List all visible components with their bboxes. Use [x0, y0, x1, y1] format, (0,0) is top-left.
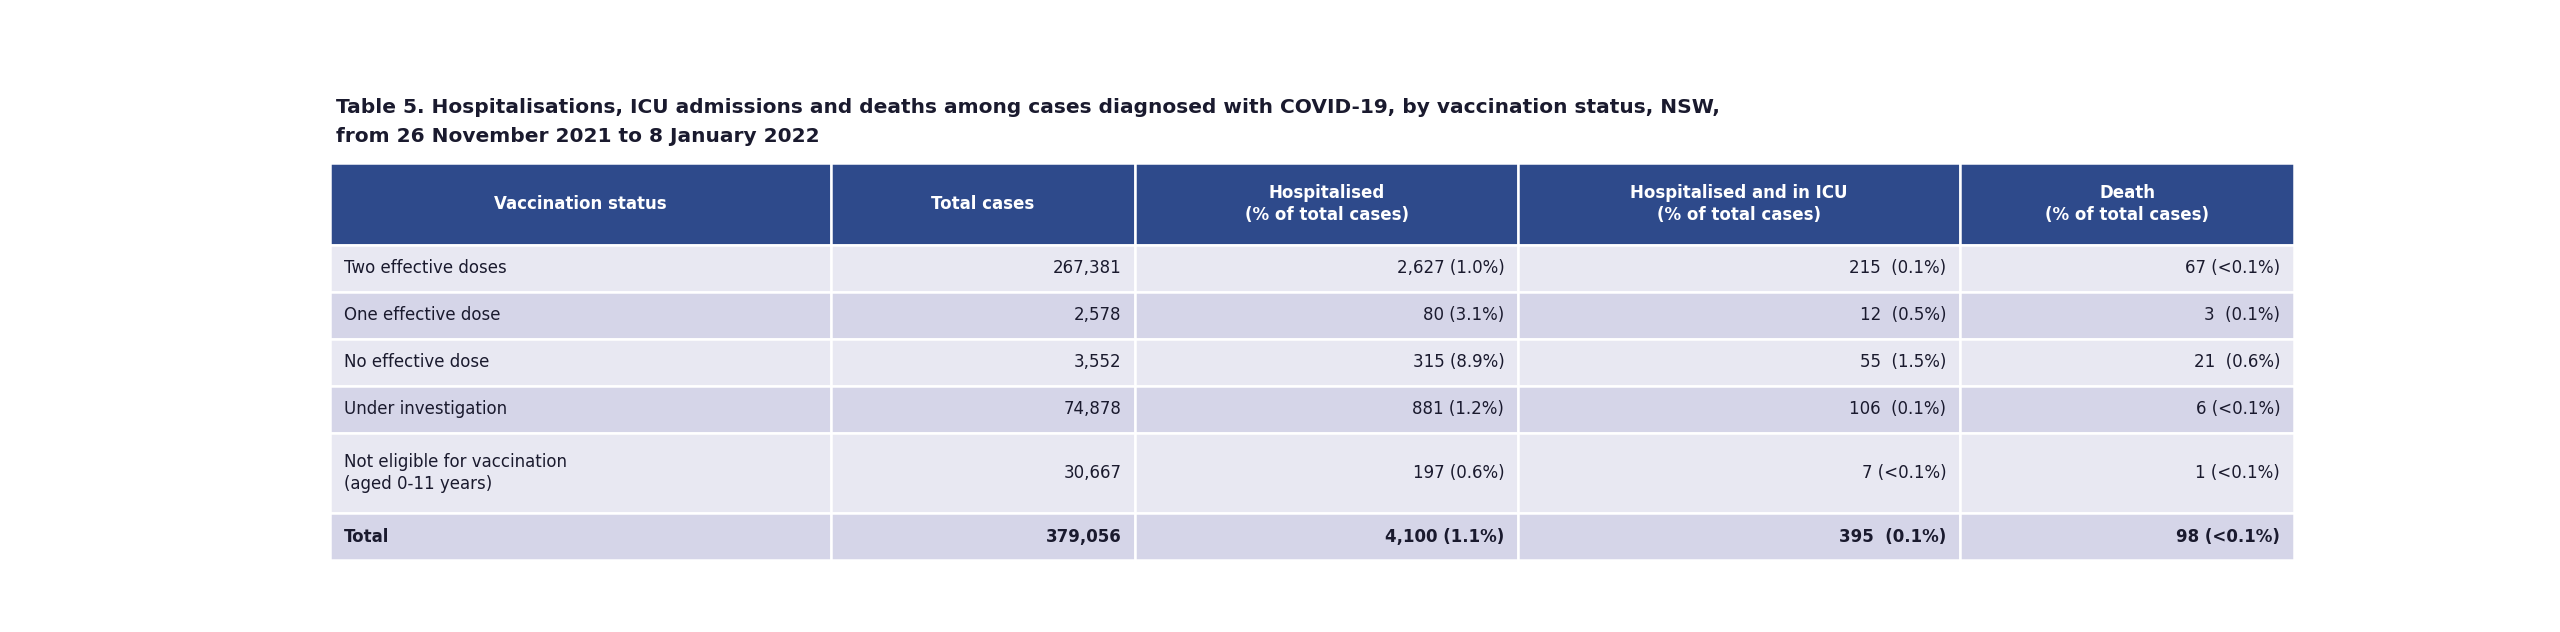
Bar: [330, 386, 832, 433]
Text: 21  (0.6%): 21 (0.6%): [2194, 353, 2281, 372]
Bar: [832, 245, 1134, 292]
Text: 106  (0.1%): 106 (0.1%): [1848, 401, 1946, 418]
Bar: [330, 164, 832, 245]
Text: 30,667: 30,667: [1062, 464, 1121, 482]
Bar: [1961, 433, 2294, 513]
Bar: [1518, 339, 1961, 386]
Bar: [1518, 433, 1961, 513]
Text: 80 (3.1%): 80 (3.1%): [1423, 307, 1505, 324]
Bar: [1134, 245, 1518, 292]
Bar: [330, 339, 832, 386]
Bar: [1518, 513, 1961, 560]
Text: Vaccination status: Vaccination status: [494, 195, 666, 213]
Bar: [1134, 339, 1518, 386]
Bar: [1961, 513, 2294, 560]
Text: Two effective doses: Two effective doses: [343, 259, 507, 277]
Text: 2,627 (1.0%): 2,627 (1.0%): [1398, 259, 1505, 277]
Text: Total: Total: [343, 528, 389, 545]
Bar: [832, 292, 1134, 339]
Text: 3,552: 3,552: [1073, 353, 1121, 372]
Text: Not eligible for vaccination
(aged 0-11 years): Not eligible for vaccination (aged 0-11 …: [343, 453, 566, 493]
Bar: [330, 292, 832, 339]
Bar: [832, 164, 1134, 245]
Text: Under investigation: Under investigation: [343, 401, 507, 418]
Bar: [1518, 292, 1961, 339]
Text: 1 (<0.1%): 1 (<0.1%): [2196, 464, 2281, 482]
Bar: [1961, 339, 2294, 386]
Text: 315 (8.9%): 315 (8.9%): [1413, 353, 1505, 372]
Bar: [1961, 292, 2294, 339]
Bar: [1961, 164, 2294, 245]
Bar: [330, 513, 832, 560]
Bar: [1134, 513, 1518, 560]
Text: from 26 November 2021 to 8 January 2022: from 26 November 2021 to 8 January 2022: [335, 127, 819, 146]
Bar: [1134, 292, 1518, 339]
Text: One effective dose: One effective dose: [343, 307, 499, 324]
Text: 98 (<0.1%): 98 (<0.1%): [2176, 528, 2281, 545]
Text: No effective dose: No effective dose: [343, 353, 489, 372]
Text: 4,100 (1.1%): 4,100 (1.1%): [1385, 528, 1505, 545]
Text: 215  (0.1%): 215 (0.1%): [1848, 259, 1946, 277]
Bar: [1518, 245, 1961, 292]
Bar: [1961, 245, 2294, 292]
Bar: [1134, 433, 1518, 513]
Text: 379,056: 379,056: [1044, 528, 1121, 545]
Bar: [1518, 386, 1961, 433]
Text: Hospitalised and in ICU
(% of total cases): Hospitalised and in ICU (% of total case…: [1631, 185, 1848, 224]
Text: 7 (<0.1%): 7 (<0.1%): [1861, 464, 1946, 482]
Text: 74,878: 74,878: [1062, 401, 1121, 418]
Bar: [330, 245, 832, 292]
Text: 67 (<0.1%): 67 (<0.1%): [2186, 259, 2281, 277]
Text: 55  (1.5%): 55 (1.5%): [1861, 353, 1946, 372]
Bar: [832, 339, 1134, 386]
Text: 395  (0.1%): 395 (0.1%): [1838, 528, 1946, 545]
Bar: [1518, 164, 1961, 245]
Text: 267,381: 267,381: [1052, 259, 1121, 277]
Text: Hospitalised
(% of total cases): Hospitalised (% of total cases): [1244, 185, 1408, 224]
Text: Table 5. Hospitalisations, ICU admissions and deaths among cases diagnosed with : Table 5. Hospitalisations, ICU admission…: [335, 98, 1720, 117]
Text: 881 (1.2%): 881 (1.2%): [1413, 401, 1505, 418]
Text: 12  (0.5%): 12 (0.5%): [1859, 307, 1946, 324]
Text: 3  (0.1%): 3 (0.1%): [2204, 307, 2281, 324]
Bar: [832, 513, 1134, 560]
Bar: [1134, 386, 1518, 433]
Bar: [1134, 164, 1518, 245]
Text: Total cases: Total cases: [932, 195, 1034, 213]
Text: 2,578: 2,578: [1073, 307, 1121, 324]
Bar: [1961, 386, 2294, 433]
Bar: [832, 433, 1134, 513]
Text: 6 (<0.1%): 6 (<0.1%): [2196, 401, 2281, 418]
Text: 197 (0.6%): 197 (0.6%): [1413, 464, 1505, 482]
Text: Death
(% of total cases): Death (% of total cases): [2045, 185, 2209, 224]
Bar: [832, 386, 1134, 433]
Bar: [330, 433, 832, 513]
